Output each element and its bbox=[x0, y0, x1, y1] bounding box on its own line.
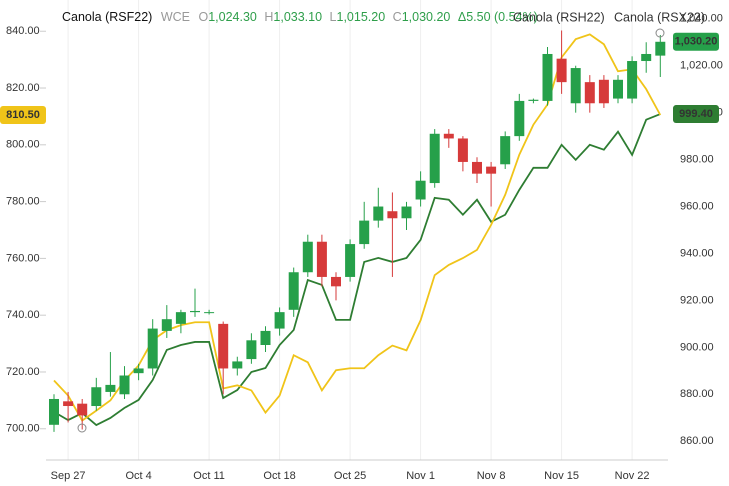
candle-body bbox=[91, 387, 102, 407]
candle-body bbox=[627, 61, 638, 99]
x-tick-label: Oct 4 bbox=[125, 470, 151, 482]
legend-entry: Canola (RSH22) bbox=[513, 10, 605, 24]
candle-body bbox=[133, 368, 144, 374]
y2-tick-label: 760.00 bbox=[6, 252, 40, 264]
candle-body bbox=[49, 398, 59, 425]
candle-body bbox=[119, 375, 130, 395]
y-tick-label: 1,020.00 bbox=[680, 60, 723, 72]
header-value: 1,015.20 bbox=[337, 10, 386, 24]
y-tick-label: 880.00 bbox=[680, 388, 714, 400]
y2-tick-label: 820.00 bbox=[6, 82, 40, 94]
y2-tick-label: 720.00 bbox=[6, 366, 40, 378]
candle-body bbox=[641, 53, 652, 62]
x-tick-label: Nov 22 bbox=[615, 470, 650, 482]
price-label: 810.50 bbox=[6, 109, 40, 121]
line-series bbox=[53, 113, 661, 427]
candle-body bbox=[105, 384, 116, 392]
candle-body bbox=[387, 211, 398, 219]
candle-body bbox=[63, 401, 74, 407]
y2-tick-label: 840.00 bbox=[6, 25, 40, 37]
x-tick-label: Oct 25 bbox=[334, 470, 366, 482]
candle-body bbox=[302, 241, 313, 273]
candle-body bbox=[598, 79, 609, 104]
header-value: 1,033.10 bbox=[273, 10, 322, 24]
price-badge bbox=[673, 105, 719, 124]
y-tick-label: 920.00 bbox=[680, 294, 714, 306]
candle-body bbox=[542, 53, 553, 101]
candle-body bbox=[274, 312, 285, 329]
y2-tick-label: 740.00 bbox=[6, 309, 40, 321]
header-key: L bbox=[330, 10, 337, 24]
candle-body bbox=[77, 403, 88, 416]
candle-body bbox=[232, 361, 243, 369]
candle-body bbox=[528, 99, 539, 101]
candle-body bbox=[401, 206, 412, 219]
legend-entry: Canola (RSX22) bbox=[614, 10, 705, 24]
header-symbol: Canola (RSF22) bbox=[62, 10, 152, 24]
candle-body bbox=[514, 100, 525, 137]
candle-body bbox=[373, 206, 384, 221]
price-label: 1,030.20 bbox=[675, 36, 718, 48]
candle-body bbox=[345, 244, 356, 277]
header-key: H bbox=[264, 10, 273, 24]
candle-body bbox=[584, 82, 595, 104]
y-tick-label: 960.00 bbox=[680, 200, 714, 212]
x-tick-label: Oct 18 bbox=[263, 470, 295, 482]
candle-body bbox=[486, 166, 497, 174]
candle-body bbox=[316, 241, 327, 277]
x-tick-label: Oct 11 bbox=[193, 470, 225, 482]
marker bbox=[655, 28, 665, 38]
x-tick-label: Nov 15 bbox=[544, 470, 579, 482]
candle-body bbox=[359, 220, 370, 245]
candle-body bbox=[655, 41, 666, 56]
candle-body bbox=[331, 276, 341, 287]
candle-body bbox=[613, 79, 623, 99]
candle-body bbox=[443, 133, 454, 139]
marker bbox=[77, 423, 87, 433]
candle-body bbox=[457, 138, 468, 162]
candle-body bbox=[147, 328, 158, 369]
x-tick-label: Nov 1 bbox=[406, 470, 435, 482]
candle-body bbox=[175, 312, 186, 324]
labels: 860.00 880.00 900.00 920.00 940.00 960.00 980.… bbox=[0, 13, 723, 482]
candle-body bbox=[190, 310, 200, 313]
marks bbox=[49, 30, 666, 432]
candle-body bbox=[260, 330, 271, 345]
price-badge bbox=[0, 106, 46, 124]
y2-tick-label: 700.00 bbox=[6, 423, 40, 435]
candle-body bbox=[500, 136, 511, 165]
header-value: 1,030.20 bbox=[402, 10, 451, 24]
price-badge bbox=[673, 32, 719, 51]
y-tick-label: 900.00 bbox=[680, 341, 714, 353]
candle-body bbox=[556, 58, 567, 83]
candle-body bbox=[288, 272, 299, 310]
candle-body bbox=[161, 319, 172, 331]
header: Canola (RSF22) WCE O1,024.30 H1,033.10 L… bbox=[62, 10, 538, 24]
y-tick-label: 940.00 bbox=[680, 247, 714, 259]
price-label: 999.40 bbox=[679, 108, 713, 120]
header-key: C bbox=[393, 10, 402, 24]
x-tick-label: Nov 8 bbox=[477, 470, 506, 482]
y2-tick-label: 800.00 bbox=[6, 139, 40, 151]
candle-body bbox=[472, 161, 482, 174]
y-tick-label: 1,040.00 bbox=[680, 13, 723, 25]
candle-body bbox=[246, 340, 257, 360]
header-change: Δ5.50 (0.54%) bbox=[458, 10, 538, 24]
y2-tick-label: 780.00 bbox=[6, 196, 40, 208]
candle-body bbox=[204, 312, 215, 314]
y-tick-label: 980.00 bbox=[680, 153, 714, 165]
header-value: 1,024.30 bbox=[208, 10, 257, 24]
candle-body bbox=[218, 323, 229, 369]
candle-body bbox=[415, 180, 426, 200]
x-tick-label: Sep 27 bbox=[51, 470, 86, 482]
candle-body bbox=[570, 68, 581, 104]
header-key: O bbox=[198, 10, 208, 24]
candle-body bbox=[429, 133, 440, 184]
header-exchange: WCE bbox=[161, 10, 190, 24]
y-tick-label: 860.00 bbox=[680, 435, 714, 447]
